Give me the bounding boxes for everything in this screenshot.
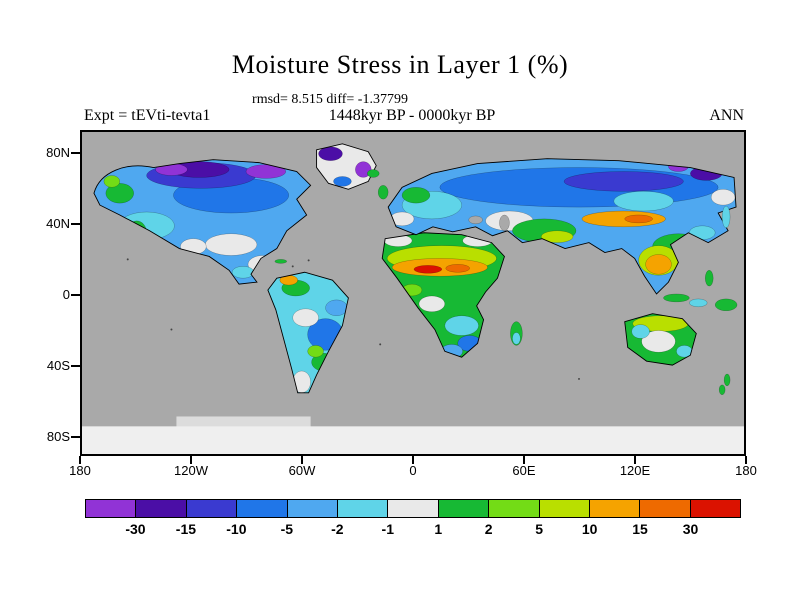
lat-tick-mark bbox=[71, 436, 80, 438]
lon-tick-label: 180 bbox=[69, 463, 91, 478]
lon-tick-label: 60E bbox=[512, 463, 536, 478]
colorbar-cell bbox=[387, 500, 438, 517]
colorbar-cell bbox=[639, 500, 690, 517]
colorbar-cell bbox=[588, 500, 640, 517]
world-map bbox=[82, 132, 744, 454]
colorbar-cell bbox=[437, 500, 489, 517]
plot-title: Moisture Stress in Layer 1 (%) bbox=[231, 50, 569, 79]
lat-tick-mark bbox=[71, 223, 80, 225]
lon-tick-mark bbox=[523, 456, 525, 464]
colorbar-cell bbox=[236, 500, 287, 517]
colorbar-boundary-label: 15 bbox=[632, 521, 648, 537]
lon-tick-mark bbox=[79, 456, 81, 464]
colorbar-boundary-label: 2 bbox=[484, 521, 493, 537]
colorbar-boundary-label: 30 bbox=[682, 521, 699, 537]
colorbar-cell bbox=[185, 500, 237, 517]
colorbar-cell bbox=[538, 500, 589, 517]
colorbar-boundary-label: -15 bbox=[175, 521, 197, 537]
lat-tick-label: 0 bbox=[62, 287, 70, 302]
colorbar-boundary-label: 5 bbox=[535, 521, 544, 537]
colorbar-boundary-label: -1 bbox=[381, 521, 394, 537]
colorbar-boundary-label: -10 bbox=[226, 521, 247, 537]
experiment-label: Expt = tEVti-tevta1 bbox=[84, 107, 211, 124]
antarctica bbox=[82, 426, 744, 454]
lon-tick-mark bbox=[301, 456, 303, 464]
lat-tick-label: 40N bbox=[46, 216, 70, 231]
lat-tick-label: 80N bbox=[46, 145, 70, 160]
lat-tick-label: 80S bbox=[46, 429, 70, 444]
lon-tick-mark bbox=[634, 456, 636, 464]
lat-tick-mark bbox=[71, 365, 80, 367]
lat-tick-mark bbox=[71, 294, 80, 296]
lat-tick-label: 40S bbox=[46, 358, 70, 373]
lon-tick-mark bbox=[190, 456, 192, 464]
colorbar-cell bbox=[488, 500, 539, 517]
colorbar-boundary-label: 1 bbox=[434, 521, 443, 537]
lon-tick-label: 0 bbox=[409, 463, 417, 478]
colorbar-cell bbox=[135, 500, 186, 517]
colorbar-cell bbox=[86, 500, 136, 517]
lon-tick-mark bbox=[745, 456, 747, 464]
colorbar-cell bbox=[336, 500, 388, 517]
colorbar-boundary-label: -5 bbox=[280, 521, 294, 537]
season-label: ANN bbox=[709, 107, 744, 124]
lon-tick-label: 120W bbox=[174, 463, 208, 478]
map-frame bbox=[80, 130, 746, 456]
stats-line: rmsd= 8.515 diff= -1.37799 bbox=[252, 92, 408, 107]
colorbar-boundary-label: -30 bbox=[125, 521, 146, 537]
lon-tick-label: 60W bbox=[288, 463, 316, 478]
colorbar-cell bbox=[286, 500, 337, 517]
lon-tick-label: 120E bbox=[619, 463, 651, 478]
lon-tick-label: 180 bbox=[735, 463, 757, 478]
sea-ice-strip bbox=[176, 416, 311, 429]
colorbar bbox=[85, 499, 741, 518]
lon-tick-mark bbox=[412, 456, 414, 464]
colorbar-boundary-label: -2 bbox=[331, 521, 344, 537]
islands bbox=[126, 169, 738, 395]
colorbar-cell bbox=[689, 500, 741, 517]
period-label: 1448kyr BP - 0000kyr BP bbox=[328, 107, 496, 124]
colorbar-boundary-label: 10 bbox=[581, 521, 598, 537]
lat-tick-mark bbox=[71, 152, 80, 154]
